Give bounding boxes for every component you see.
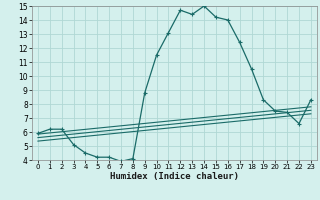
- X-axis label: Humidex (Indice chaleur): Humidex (Indice chaleur): [110, 172, 239, 181]
